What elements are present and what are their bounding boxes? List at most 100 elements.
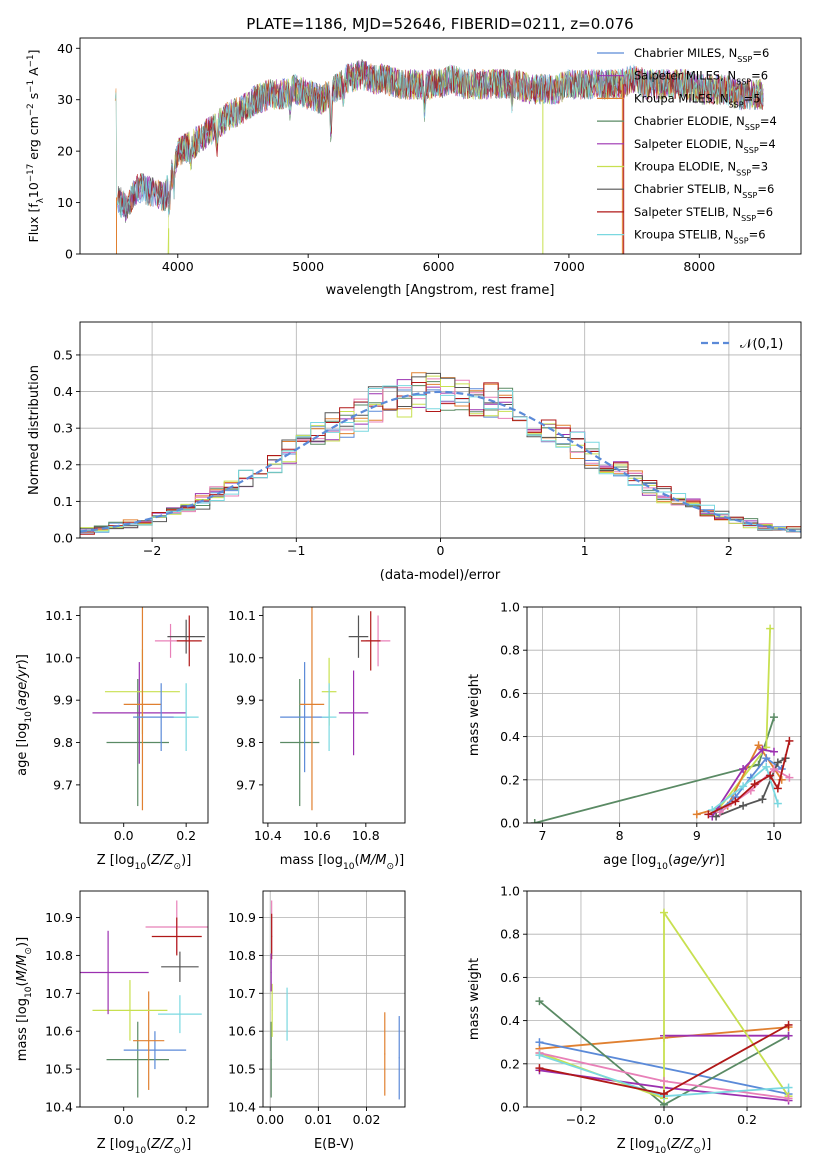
y-tick-label: 10.6 bbox=[228, 1024, 256, 1039]
x-tick-label: 0.02 bbox=[353, 1112, 381, 1127]
legend-label: 𝒩(0,1) bbox=[740, 337, 783, 352]
x-tick-label: 10.4 bbox=[254, 828, 282, 843]
x-tick-label: 0 bbox=[437, 543, 445, 558]
y-tick-label: 9.7 bbox=[236, 777, 256, 792]
series-line bbox=[711, 748, 775, 817]
y-tick-label: 40 bbox=[57, 41, 73, 56]
x-tick-label: 0.2 bbox=[176, 1112, 196, 1127]
y-tick-label: 0.4 bbox=[500, 1013, 520, 1028]
x-axis-label: Z [log10(Z/Z⊙)] bbox=[617, 1137, 712, 1156]
legend-label: Salpeter ELODIE, NSSP=4 bbox=[634, 137, 776, 155]
x-axis-label: (data-model)/error bbox=[380, 568, 501, 583]
x-tick-label: 0.00 bbox=[256, 1112, 284, 1127]
residual-histogram-panel: −2 −1 0 1 2 0.0 0.1 0.2 0.3 0.4 0.5 (data-model)/er… bbox=[27, 321, 802, 583]
y-tick-label: 10.4 bbox=[45, 1100, 73, 1115]
y-tick-label: 0.8 bbox=[500, 643, 520, 658]
axes-frame bbox=[526, 890, 802, 1108]
massweight-vs-z-panel: −0.2 0.0 0.2 0.0 0.2 0.4 0.6 0.8 1.0 mass weight Z… bbox=[467, 884, 802, 1156]
y-tick-label: 10.5 bbox=[228, 1062, 256, 1077]
y-tick-label: 10.0 bbox=[228, 650, 256, 665]
y-tick-label: 10.1 bbox=[228, 608, 256, 623]
y-tick-label: 0.0 bbox=[53, 531, 73, 546]
y-tick-label: 0.3 bbox=[53, 421, 73, 436]
age-vs-z-panel: 0.0 0.2 9.7 9.8 9.9 10.0 10.1 Z [log10(Z/Z⊙)] ag… bbox=[15, 606, 209, 872]
legend-label: Kroupa STELIB, NSSP=6 bbox=[634, 228, 766, 246]
y-tick-label: 0.2 bbox=[500, 1056, 520, 1071]
x-axis-label: age [log10(age/yr)] bbox=[603, 853, 725, 872]
error-bars bbox=[92, 607, 205, 811]
x-axis-label: Z [log10(Z/Z⊙)] bbox=[97, 1137, 192, 1156]
error-bars bbox=[80, 900, 208, 1098]
y-axis-label: mass [log10(M/M⊙)] bbox=[15, 937, 34, 1061]
x-tick-label: 1 bbox=[581, 543, 589, 558]
x-tick-label: 10.8 bbox=[352, 828, 380, 843]
x-axis-label: E(B-V) bbox=[314, 1137, 354, 1152]
legend-label: Salpeter STELIB, NSSP=6 bbox=[634, 205, 773, 223]
x-tick-label: −0.2 bbox=[566, 1112, 596, 1127]
x-tick-label: 10 bbox=[766, 828, 782, 843]
series-line bbox=[711, 765, 779, 811]
y-tick-label: 10.0 bbox=[45, 650, 73, 665]
y-tick-label: 0.5 bbox=[53, 347, 73, 362]
x-tick-label: 7000 bbox=[553, 259, 585, 274]
y-tick-label: 10.9 bbox=[228, 910, 256, 925]
y-tick-label: 1.0 bbox=[500, 600, 520, 615]
x-tick-label: 4000 bbox=[162, 259, 194, 274]
y-axis-label: mass weight bbox=[467, 674, 482, 756]
x-tick-label: 0.2 bbox=[176, 828, 196, 843]
y-tick-label: 20 bbox=[57, 144, 73, 159]
y-tick-label: 9.9 bbox=[53, 693, 73, 708]
y-axis-label: mass weight bbox=[467, 958, 482, 1040]
mass-weight-lines bbox=[530, 624, 794, 823]
y-tick-label: 10.8 bbox=[45, 948, 73, 963]
axes-frame bbox=[262, 890, 406, 1108]
axes-frame bbox=[262, 606, 406, 824]
histogram-step bbox=[80, 378, 801, 533]
x-tick-label: 8 bbox=[616, 828, 624, 843]
legend-label: Chabrier ELODIE, NSSP=4 bbox=[634, 114, 777, 132]
y-tick-label: 9.7 bbox=[53, 777, 73, 792]
y-tick-label: 0.6 bbox=[500, 970, 520, 985]
spectrum-panel: 4000 5000 6000 7000 8000 0 10 20 30 40 wavelength … bbox=[26, 37, 802, 298]
x-tick-label: 6000 bbox=[423, 259, 455, 274]
figure-title: PLATE=1186, MJD=52646, FIBERID=0211, z=0… bbox=[246, 15, 633, 33]
y-tick-label: 10.4 bbox=[228, 1100, 256, 1115]
x-tick-label: 0.0 bbox=[654, 1112, 674, 1127]
age-vs-mass-panel: 10.4 10.6 10.8 9.7 9.8 9.9 10.0 10.1 mass [log10… bbox=[228, 606, 406, 872]
y-tick-label: 0.4 bbox=[500, 729, 520, 744]
y-tick-label: 0.0 bbox=[500, 1100, 520, 1115]
x-tick-label: 7 bbox=[538, 828, 546, 843]
legend-label: Kroupa ELODIE, NSSP=3 bbox=[634, 160, 768, 178]
y-tick-label: 30 bbox=[57, 92, 73, 107]
mass-weight-lines bbox=[535, 908, 793, 1107]
spectrum-lines bbox=[114, 59, 764, 254]
y-tick-label: 0.2 bbox=[500, 772, 520, 787]
normal-curve bbox=[80, 390, 801, 533]
y-tick-label: 10.7 bbox=[45, 986, 73, 1001]
error-bars bbox=[280, 607, 391, 811]
y-tick-label: 0.1 bbox=[53, 494, 73, 509]
x-tick-label: 10.6 bbox=[303, 828, 331, 843]
x-tick-label: 8000 bbox=[683, 259, 715, 274]
histograms bbox=[80, 372, 801, 535]
x-tick-label: 5000 bbox=[292, 259, 324, 274]
x-axis-label: wavelength [Angstrom, rest frame] bbox=[326, 283, 555, 298]
spectrum-line bbox=[114, 61, 764, 219]
mass-vs-ebv-panel: 0.00 0.01 0.02 10.4 10.5 10.6 10.7 10.8 10.9 E(B-… bbox=[228, 890, 406, 1152]
x-tick-label: 0.01 bbox=[304, 1112, 332, 1127]
x-axis-label: mass [log10(M/M⊙)] bbox=[280, 853, 404, 872]
mass-vs-z-panel: 0.0 0.2 10.4 10.5 10.6 10.7 10.8 10.9 Z [log10(Z… bbox=[15, 890, 209, 1156]
y-tick-label: 9.8 bbox=[53, 735, 73, 750]
y-tick-label: 0.0 bbox=[500, 816, 520, 831]
x-tick-label: 0.2 bbox=[737, 1112, 757, 1127]
y-tick-label: 10 bbox=[57, 195, 73, 210]
y-axis-label: Normed distribution bbox=[27, 365, 42, 495]
y-tick-label: 0.4 bbox=[53, 384, 73, 399]
y-tick-label: 10.6 bbox=[45, 1024, 73, 1039]
legend-label: Chabrier STELIB, NSSP=6 bbox=[634, 182, 774, 200]
y-tick-label: 10.8 bbox=[228, 948, 256, 963]
axes-frame bbox=[79, 37, 802, 255]
y-tick-label: 0 bbox=[65, 247, 73, 262]
y-tick-label: 0.2 bbox=[53, 457, 73, 472]
